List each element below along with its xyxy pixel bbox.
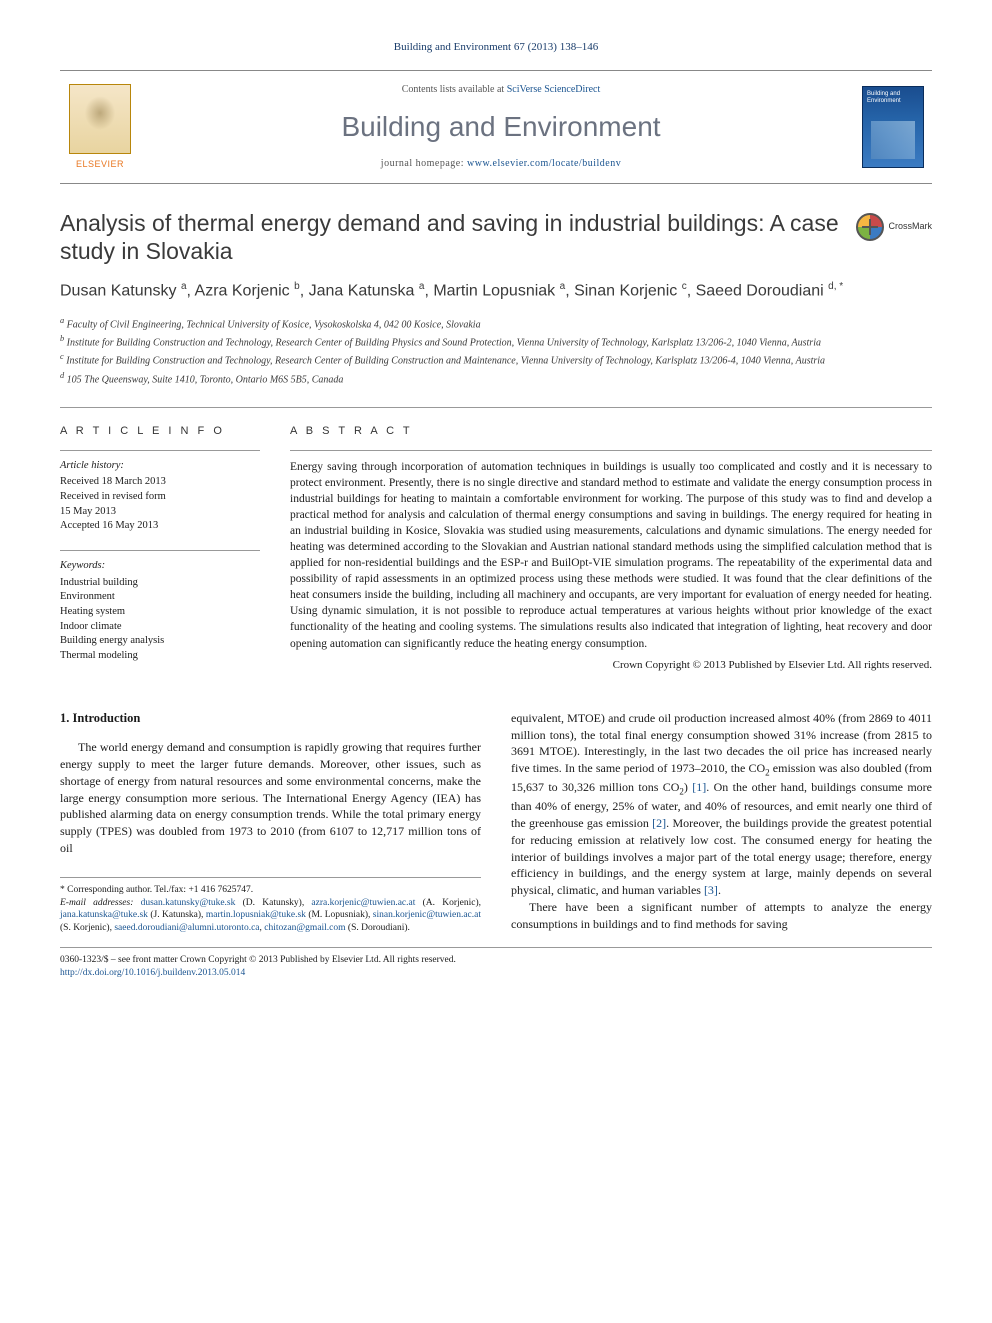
article-info-column: A R T I C L E I N F O Article history: R… [60, 424, 260, 680]
article-title: Analysis of thermal energy demand and sa… [60, 209, 932, 267]
affiliations: a Faculty of Civil Engineering, Technica… [60, 315, 932, 387]
abstract-text: Energy saving through incorporation of a… [290, 450, 932, 652]
history-lines: Received 18 March 2013Received in revise… [60, 475, 260, 534]
footer-copyright: 0360-1323/$ – see front matter Crown Cop… [60, 947, 932, 980]
body-two-column: 1. Introduction The world energy demand … [60, 710, 932, 935]
crossmark-icon [856, 213, 884, 241]
elsevier-tree-icon [69, 84, 131, 154]
article-info-label: A R T I C L E I N F O [60, 424, 260, 439]
journal-banner: ELSEVIER Contents lists available at Sci… [60, 70, 932, 183]
publisher-logo-block: ELSEVIER [60, 84, 140, 171]
contents-prefix: Contents lists available at [402, 84, 507, 95]
article-history-block: Article history: Received 18 March 2013R… [60, 450, 260, 534]
sciencedirect-link[interactable]: SciVerse ScienceDirect [507, 84, 601, 95]
abstract-copyright: Crown Copyright © 2013 Published by Else… [290, 658, 932, 673]
homepage-prefix: journal homepage: [381, 158, 467, 169]
intro-heading: 1. Introduction [60, 710, 481, 728]
homepage-line: journal homepage: www.elsevier.com/locat… [140, 157, 862, 171]
intro-paragraph-1: The world energy demand and consumption … [60, 739, 481, 857]
crossmark-badge[interactable]: CrossMark [856, 213, 932, 241]
journal-cover-label: Building and Environment [867, 91, 923, 104]
email-addresses: E-mail addresses: dusan.katunsky@tuke.sk… [60, 897, 481, 935]
keywords-heading: Keywords: [60, 559, 260, 574]
banner-center: Contents lists available at SciVerse Sci… [140, 83, 862, 170]
contents-line: Contents lists available at SciVerse Sci… [140, 83, 862, 97]
journal-name: Building and Environment [140, 107, 862, 146]
abstract-label: A B S T R A C T [290, 424, 932, 439]
authors-line: Dusan Katunsky a, Azra Korjenic b, Jana … [60, 280, 932, 303]
journal-cover-icon: Building and Environment [862, 86, 924, 168]
body-column-left: 1. Introduction The world energy demand … [60, 710, 481, 935]
issn-copyright-line: 0360-1323/$ – see front matter Crown Cop… [60, 954, 932, 967]
citation-header: Building and Environment 67 (2013) 138–1… [60, 40, 932, 55]
emails-label: E-mail addresses: [60, 898, 133, 908]
abstract-column: A B S T R A C T Energy saving through in… [290, 424, 932, 680]
doi-link[interactable]: http://dx.doi.org/10.1016/j.buildenv.201… [60, 968, 245, 978]
info-abstract-row: A R T I C L E I N F O Article history: R… [60, 407, 932, 680]
body-column-right: equivalent, MTOE) and crude oil producti… [511, 710, 932, 935]
corresponding-footnote: * Corresponding author. Tel./fax: +1 416… [60, 877, 481, 935]
history-heading: Article history: [60, 459, 260, 474]
publisher-name: ELSEVIER [76, 158, 124, 171]
journal-cover-block: Building and Environment [862, 86, 932, 168]
homepage-url[interactable]: www.elsevier.com/locate/buildenv [467, 158, 621, 169]
keyword-lines: Industrial buildingEnvironmentHeating sy… [60, 576, 260, 664]
intro-paragraph-2: There have been a significant number of … [511, 899, 932, 933]
crossmark-label: CrossMark [888, 220, 932, 233]
keywords-block: Keywords: Industrial buildingEnvironment… [60, 550, 260, 664]
corresponding-author: * Corresponding author. Tel./fax: +1 416… [60, 884, 481, 897]
intro-paragraph-1-cont: equivalent, MTOE) and crude oil producti… [511, 710, 932, 899]
